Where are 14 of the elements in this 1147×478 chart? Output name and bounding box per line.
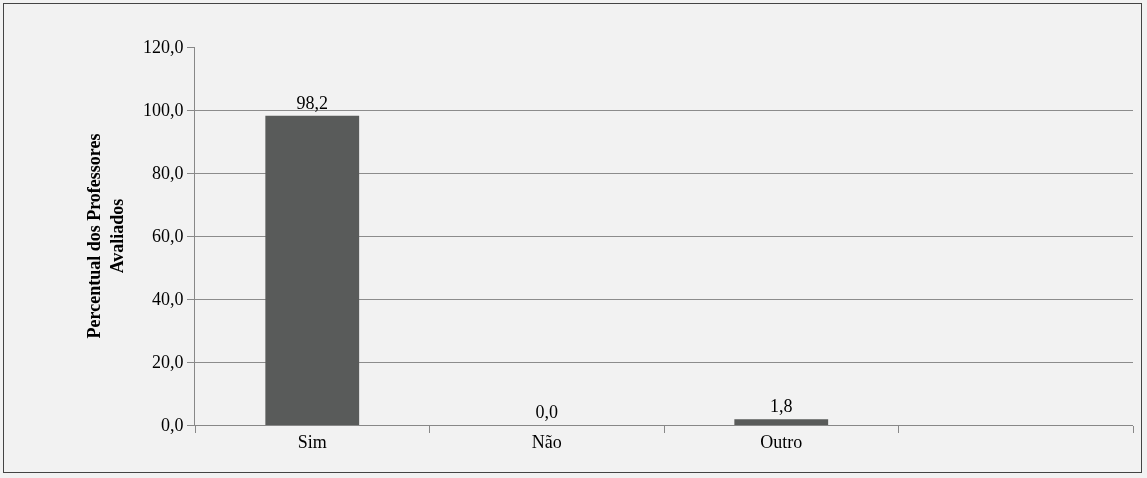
x-tick-label: Sim	[297, 431, 327, 452]
y-tick-label: 20,0	[151, 352, 184, 373]
y-tick-label: 80,0	[151, 163, 184, 184]
y-axis-title: Percentual dos Professores Avaliados	[83, 133, 128, 339]
y-tick-label: 100,0	[142, 100, 184, 121]
x-tick-label: Outro	[760, 431, 803, 452]
y-tick-label: 60,0	[151, 226, 184, 247]
y-tick-label: 120,0	[142, 37, 184, 58]
y-tick-label: 40,0	[151, 289, 184, 310]
y-tick-label: 0,0	[160, 415, 184, 436]
x-tick-label: Não	[531, 431, 562, 452]
data-label: 98,2	[296, 92, 328, 113]
data-label: 0,0	[535, 402, 558, 422]
data-label: 1,8	[770, 396, 793, 417]
